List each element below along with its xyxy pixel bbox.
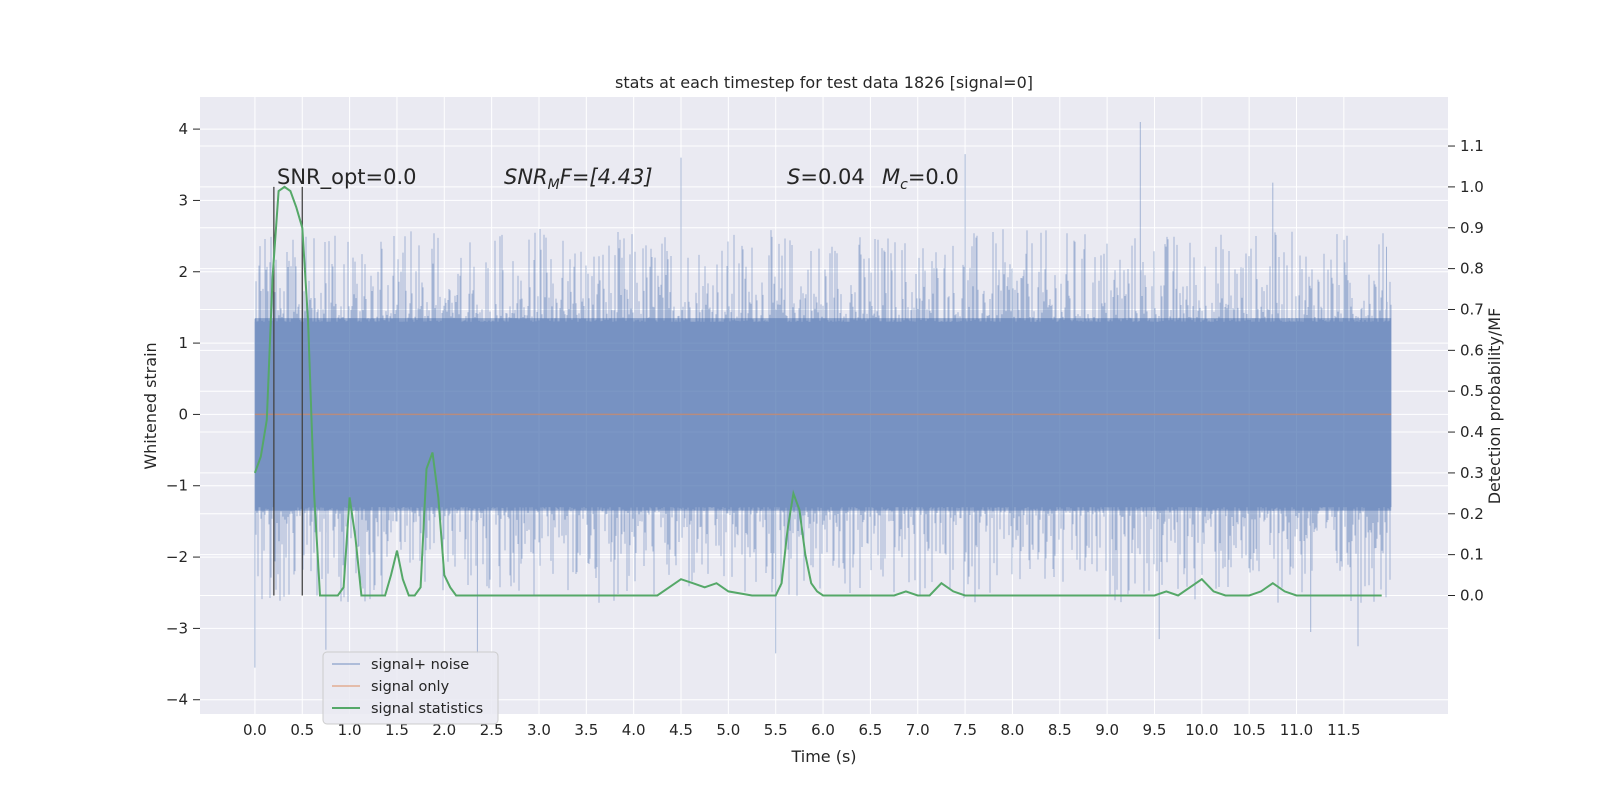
x-tick-label: 0.0 bbox=[243, 721, 267, 739]
x-tick-label: 1.5 bbox=[385, 721, 409, 739]
y2-tick-label: 0.5 bbox=[1460, 382, 1484, 400]
annotation-snr-mf-sub: M bbox=[548, 177, 560, 193]
y-tick-label: −4 bbox=[166, 691, 188, 709]
x-tick-label: 7.0 bbox=[906, 721, 930, 739]
annotation-s-label: S bbox=[787, 165, 800, 189]
y2-tick-labels: 1.1 1.0 0.9 0.8 0.7 0.6 0.5 0.4 0.3 0.2 0.1 0.0 bbox=[1448, 137, 1484, 605]
y2-tick-label: 0.0 bbox=[1460, 587, 1484, 605]
y-tick-label: 3 bbox=[178, 191, 188, 209]
series-signal-statistics bbox=[253, 185, 1382, 597]
x-tick-label: 10.0 bbox=[1185, 721, 1218, 739]
annotation-snr-mf-main: SNR bbox=[504, 165, 548, 189]
x-tick-label: 11.5 bbox=[1327, 721, 1360, 739]
y2-tick-label: 0.6 bbox=[1460, 341, 1484, 359]
y-tick-label: −2 bbox=[166, 548, 188, 566]
x-tick-label: 10.5 bbox=[1232, 721, 1265, 739]
x-tick-label: 3.0 bbox=[527, 721, 551, 739]
y-tick-label: −1 bbox=[166, 477, 188, 495]
x-tick-label: 2.0 bbox=[432, 721, 456, 739]
y2-tick-label: 0.8 bbox=[1460, 260, 1484, 278]
annotation-s: S=0.04 bbox=[787, 165, 865, 189]
legend-label-signal-statistics: signal statistics bbox=[371, 701, 483, 717]
annotation-mc-label: M bbox=[882, 165, 900, 189]
legend-box bbox=[322, 651, 499, 725]
annotation-mc: Mc=0.0 bbox=[882, 165, 959, 193]
x-tick-label: 0.5 bbox=[290, 721, 314, 739]
y2-tick-label: 1.1 bbox=[1460, 137, 1484, 155]
legend-label-signal-only: signal only bbox=[371, 679, 450, 695]
y-tick-label: 0 bbox=[178, 405, 188, 423]
y2-axis-label: Detection probability/MF bbox=[1485, 308, 1504, 505]
x-tick-labels: 0.0 0.5 1.0 1.5 2.0 2.5 3.0 3.5 4.0 4.5 5.0 5.5 6.0 6… bbox=[243, 721, 1361, 739]
x-tick-label: 8.0 bbox=[1001, 721, 1025, 739]
annotation-snr-opt: SNR_opt=0.0 bbox=[277, 165, 417, 190]
x-tick-label: 2.5 bbox=[480, 721, 504, 739]
annotation-s-value: =0.04 bbox=[800, 165, 864, 189]
y-tick-labels: 4 3 2 1 0 −1 −2 −3 −4 bbox=[166, 120, 200, 709]
chart-title: stats at each timestep for test data 182… bbox=[615, 73, 1033, 92]
y2-tick-label: 0.3 bbox=[1460, 464, 1484, 482]
x-tick-label: 9.5 bbox=[1143, 721, 1167, 739]
annotation-mc-sub: c bbox=[900, 177, 908, 193]
x-tick-label: 6.5 bbox=[858, 721, 882, 739]
x-tick-label: 5.0 bbox=[716, 721, 740, 739]
y2-tick-label: 0.7 bbox=[1460, 300, 1484, 318]
x-tick-label: 1.0 bbox=[338, 721, 362, 739]
signal-statistics-line bbox=[253, 185, 1382, 597]
y2-tick-label: 0.9 bbox=[1460, 219, 1484, 237]
legend-label-signal-noise: signal+ noise bbox=[371, 657, 469, 673]
x-tick-label: 3.5 bbox=[574, 721, 598, 739]
x-tick-label: 4.5 bbox=[669, 721, 693, 739]
y2-tick-label: 0.4 bbox=[1460, 423, 1484, 441]
x-tick-label: 11.0 bbox=[1280, 721, 1313, 739]
y-tick-label: 4 bbox=[178, 120, 188, 138]
annotation-snr-mf-rest: F=[4.43] bbox=[560, 165, 653, 189]
annotation-mc-value: =0.0 bbox=[908, 165, 959, 189]
x-tick-label: 6.0 bbox=[811, 721, 835, 739]
x-tick-label: 9.0 bbox=[1095, 721, 1119, 739]
y-axis-label: Whitened strain bbox=[141, 342, 160, 469]
x-tick-label: 8.5 bbox=[1048, 721, 1072, 739]
y-tick-label: 1 bbox=[178, 334, 188, 352]
y2-tick-label: 0.2 bbox=[1460, 505, 1484, 523]
x-tick-label: 5.5 bbox=[764, 721, 788, 739]
y-tick-label: −3 bbox=[166, 619, 188, 637]
x-tick-label: 4.0 bbox=[622, 721, 646, 739]
x-axis-label: Time (s) bbox=[790, 747, 856, 766]
y-tick-label: 2 bbox=[178, 263, 188, 281]
annotation-snr-mf: SNRMF=[4.43] bbox=[504, 165, 653, 193]
legend: signal+ noise signal only signal statist… bbox=[322, 651, 499, 725]
y2-tick-label: 1.0 bbox=[1460, 178, 1484, 196]
x-tick-label: 7.5 bbox=[953, 721, 977, 739]
y2-tick-label: 0.1 bbox=[1460, 546, 1484, 564]
